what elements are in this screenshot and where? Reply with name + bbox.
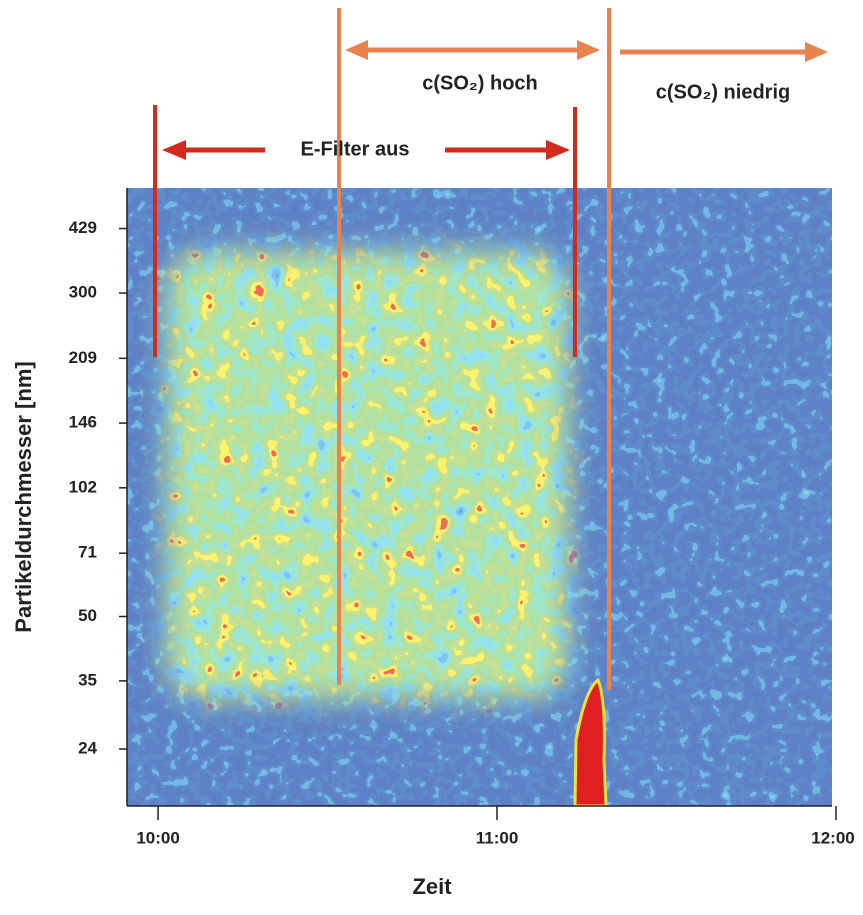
y-tick-label: 300 [69, 283, 97, 302]
x-tick-label: 11:00 [476, 828, 519, 847]
heatmap [127, 188, 832, 806]
y-tick-label: 24 [78, 738, 97, 757]
y-tick-label: 146 [69, 413, 97, 432]
annotation: c(SO₂) niedrig [656, 81, 790, 103]
annotation: c(SO₂) hoch [422, 72, 538, 94]
y-tick-label: 429 [69, 218, 97, 237]
y-axis-label: Partikeldurchmesser [nm] [11, 361, 36, 632]
y-tick-label: 209 [69, 348, 97, 367]
annotation: E-Filter aus [301, 138, 410, 160]
y-tick-label: 50 [78, 606, 97, 625]
y-tick-label: 35 [78, 670, 97, 689]
x-tick-label: 12:00 [811, 828, 854, 847]
y-tick-label: 102 [69, 477, 97, 496]
x-tick-label: 10:00 [136, 828, 179, 847]
y-tick-label: 71 [78, 543, 97, 562]
x-axis-label: Zeit [412, 874, 452, 899]
